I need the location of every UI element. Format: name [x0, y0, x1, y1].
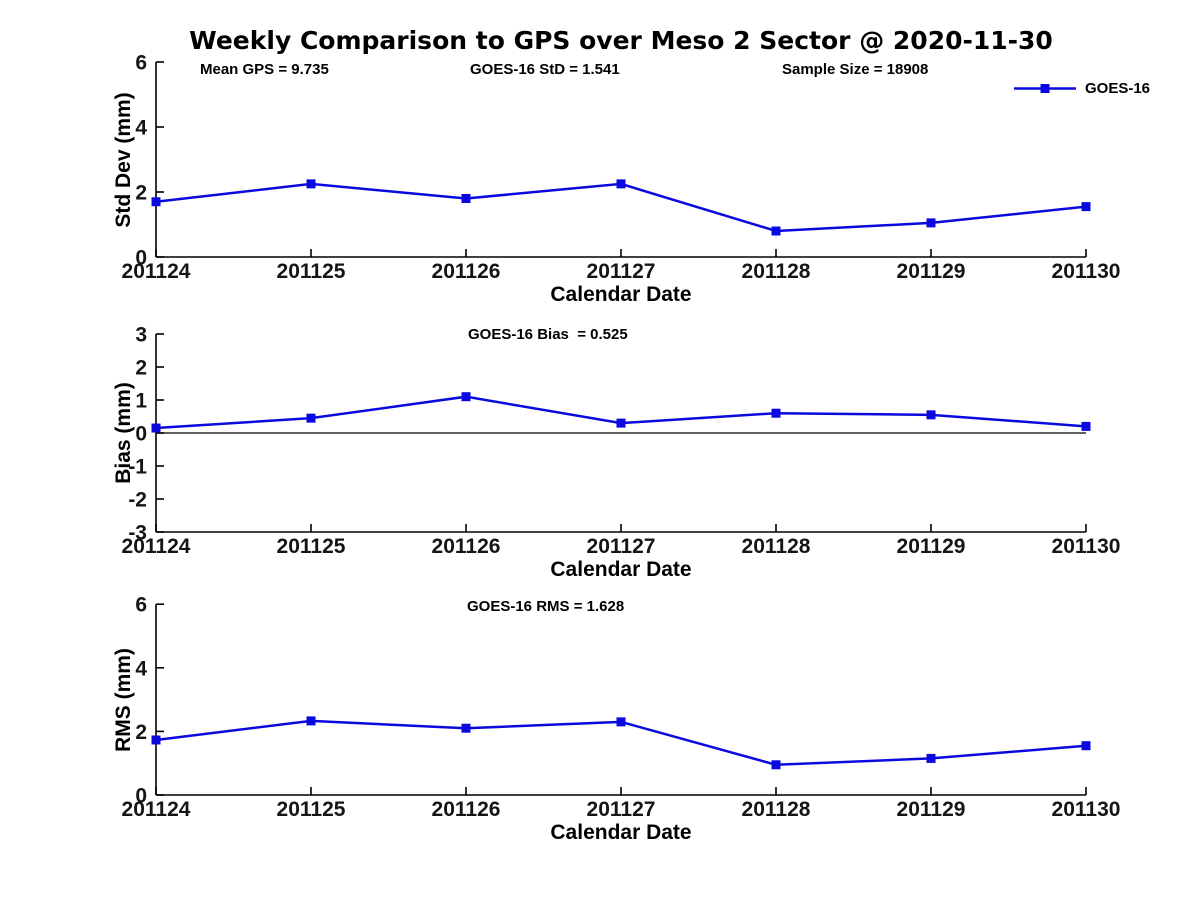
x-axis-label-2: Calendar Date	[550, 558, 692, 581]
data-line	[155, 182, 1087, 233]
data-point	[616, 418, 626, 428]
x-tick-label: 201129	[897, 535, 966, 558]
data-point	[151, 735, 161, 745]
x-tick-label: 201130	[1052, 535, 1121, 558]
x-tick-label: 201129	[897, 798, 966, 821]
y-tick-label: 6	[135, 52, 147, 75]
data-point	[616, 179, 626, 189]
data-point	[771, 760, 781, 770]
data-point	[771, 226, 781, 236]
data-point	[306, 413, 316, 423]
x-tick-label: 201125	[277, 798, 346, 821]
x-tick-label: 201124	[122, 798, 191, 821]
y-tick-label: 2	[135, 182, 147, 205]
y-tick-label: 6	[135, 594, 147, 617]
y-tick-label: 0	[135, 247, 147, 270]
data-point	[306, 716, 316, 726]
y-tick-label: 3	[135, 324, 147, 347]
legend-square-marker-icon	[1040, 84, 1050, 93]
data-point	[926, 410, 936, 420]
x-tick-label: 201130	[1052, 260, 1121, 283]
data-point	[461, 392, 471, 402]
legend-key	[1014, 84, 1076, 93]
legend-label: GOES-16	[1085, 80, 1151, 97]
annotation-goes16-std: GOES-16 StD = 1.541	[470, 61, 620, 78]
subplot-title-bias: GOES-16 Bias = 0.525	[468, 326, 628, 343]
legend: GOES-16	[1012, 80, 1150, 97]
data-point	[151, 197, 161, 207]
subplot-title-rms: GOES-16 RMS = 1.628	[467, 598, 625, 615]
y-tick-label: 0	[135, 785, 147, 808]
y-tick-label: 2	[135, 357, 147, 380]
x-tick-label: 201128	[742, 798, 811, 821]
x-tick-label: 201127	[587, 535, 656, 558]
annotation-sample-size: Sample Size = 18908	[782, 61, 929, 78]
y-tick-label: 4	[135, 117, 147, 140]
y-tick-label: 0	[135, 423, 147, 446]
data-point	[461, 723, 471, 733]
data-point	[771, 408, 781, 418]
data-point	[926, 753, 936, 763]
y-tick-label: 1	[135, 390, 147, 413]
x-tick-label: 201126	[432, 535, 501, 558]
x-tick-label: 201130	[1052, 798, 1121, 821]
data-line	[155, 719, 1087, 767]
x-tick-label: 201126	[432, 260, 501, 283]
data-point	[461, 194, 471, 203]
data-point	[616, 717, 626, 727]
x-tick-label: 201125	[277, 535, 346, 558]
y-tick-label: -1	[128, 456, 147, 479]
y-tick-label: -2	[128, 489, 147, 512]
figure-title: Weekly Comparison to GPS over Meso 2 Sec…	[189, 26, 1053, 55]
data-point	[151, 423, 161, 433]
y-tick-label: -3	[128, 522, 147, 545]
x-tick-label: 201124	[122, 535, 191, 558]
x-tick-label: 201126	[432, 798, 501, 821]
x-tick-label: 201124	[122, 260, 191, 283]
data-point	[1081, 202, 1091, 212]
x-tick-label: 201127	[587, 260, 656, 283]
x-tick-label: 201128	[742, 260, 811, 283]
data-point	[306, 179, 316, 189]
annotation-mean-gps: Mean GPS = 9.735	[200, 61, 329, 78]
y-tick-label: 4	[135, 657, 147, 680]
x-tick-label: 201129	[897, 260, 966, 283]
x-axis-label-1: Calendar Date	[550, 283, 692, 306]
x-tick-label: 201127	[587, 798, 656, 821]
x-axis-label-3: Calendar Date	[550, 821, 692, 844]
data-point	[926, 218, 936, 228]
data-point	[1081, 741, 1091, 751]
x-tick-label: 201125	[277, 260, 346, 283]
x-tick-label: 201128	[742, 535, 811, 558]
data-point	[1081, 421, 1091, 431]
y-tick-label: 2	[135, 721, 147, 744]
